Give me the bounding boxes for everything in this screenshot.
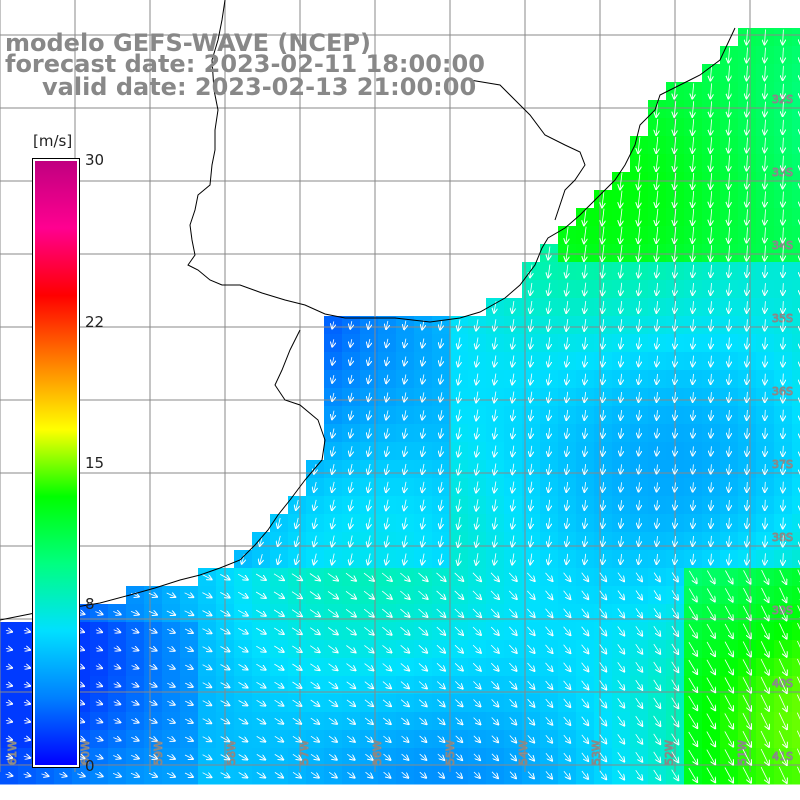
latitude-label: 35S [772,312,793,325]
wind-speed-cell [792,406,800,425]
latitude-label: 39S [772,604,793,617]
wind-speed-cell [792,46,800,65]
colorbar-tick-label: 22 [85,312,105,331]
longitude-label: 59W [152,740,165,765]
wind-speed-cell [792,730,800,749]
wind-speed-field [0,28,800,785]
wind-speed-cell [792,82,800,101]
wind-speed-cell [792,100,800,119]
wind-speed-cell [792,532,800,551]
latitude-label: 38S [772,531,793,544]
wind-speed-cell [792,568,800,587]
wind-speed-cell [792,316,800,335]
colorbar-tick-label: 15 [85,454,105,472]
latitude-label: 36S [772,385,793,398]
wind-speed-cell [792,604,800,623]
longitude-label: 58W [225,740,238,765]
wind-speed-cell [792,676,800,695]
wind-speed-cell [792,388,800,407]
wind-speed-cell [792,244,800,263]
coastline-north-land [469,79,586,221]
wind-speed-cell [792,352,800,371]
wind-speed-cell [792,334,800,353]
wind-speed-cell [792,748,800,767]
wind-speed-cell [792,136,800,155]
latitude-label: 37S [772,458,793,471]
longitude-label: 52W [663,740,676,765]
wind-speed-cell [792,442,800,461]
wind-speed-cell [792,712,800,731]
wind-speed-cell [792,460,800,479]
wind-speed-cell [792,370,800,389]
longitude-label: 56W [371,740,384,765]
longitude-label: 61W [6,740,19,765]
colorbar-tick-label: 8 [85,595,95,614]
wind-speed-cell [792,478,800,497]
colorbar-unit-label: [m/s] [33,132,73,150]
wind-speed-cell [792,424,800,443]
longitude-label: 57W [298,740,311,765]
longitude-label: 54W [517,740,530,765]
wind-speed-cell [792,622,800,641]
wind-speed-cell [792,28,800,47]
wind-speed-cell [792,262,800,281]
wind-speed-cell [792,226,800,245]
wind-speed-cell [792,586,800,605]
wind-speed-cell [792,190,800,209]
colorbar [32,158,80,768]
wind-speed-cell [792,658,800,677]
longitude-label: 51W [736,740,749,765]
wind-speed-cell [792,640,800,659]
map-title-valid-date: valid date: 2023-02-13 21:00:00 [42,73,477,101]
wind-speed-cell [792,766,800,785]
wind-speed-cell [792,550,800,569]
wind-speed-cell [792,64,800,83]
colorbar-tick-label: 0 [85,757,95,775]
colorbar-gradient [35,161,77,765]
wind-speed-cell [792,298,800,317]
wind-speed-cell [792,514,800,533]
longitude-label: 53W [590,740,603,765]
wind-speed-cell [792,118,800,137]
colorbar-tick-label: 30 [85,151,105,169]
wind-speed-cell [792,496,800,515]
wind-speed-cell [792,154,800,173]
longitude-label: 55W [444,740,457,765]
wind-speed-cell [792,280,800,299]
wind-speed-cell [792,694,800,713]
wind-speed-cell [792,208,800,227]
